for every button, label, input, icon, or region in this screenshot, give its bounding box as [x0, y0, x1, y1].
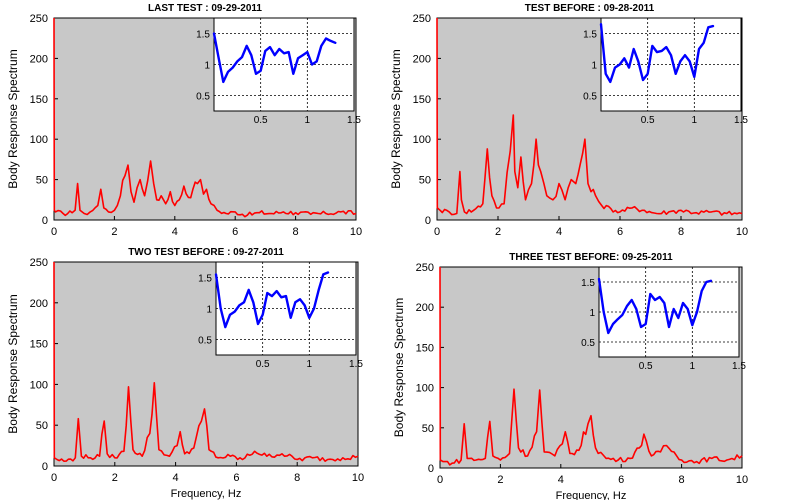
x-tick-label: 8	[294, 472, 300, 484]
inset-line	[212, 32, 337, 84]
y-tick-label: 0	[425, 215, 431, 227]
inset-line	[599, 23, 715, 84]
chart-panel-3: TWO TEST BEFORE : 09-27-2011 Body Respons…	[6, 247, 364, 500]
x-tick-label: 10	[736, 226, 748, 238]
x-tick-label: 0	[51, 226, 57, 238]
y-tick-label: 0	[428, 463, 434, 475]
x-tick-label: 4	[173, 472, 179, 484]
inset-x-tick-label: 0.5	[256, 359, 270, 370]
inset-chart: 0.5 1 1.5 0.5 1 1.5	[581, 266, 746, 372]
spectrum-line	[53, 261, 359, 462]
y-tick-label: 0	[42, 461, 48, 473]
chart-panel-1: LAST TEST : 09-29-2011 Body Response Spec…	[6, 3, 362, 238]
x-tick-label: 0	[51, 472, 57, 484]
x-tick-label: 2	[111, 226, 117, 238]
y-tick-label: 50	[422, 423, 434, 435]
x-axis-label: Frequency, Hz	[171, 488, 242, 500]
chart-title: TWO TEST BEFORE : 09-27-2011	[128, 247, 284, 258]
x-tick-label: 0	[437, 474, 443, 486]
inset-y-tick-label: 1	[206, 305, 212, 316]
y-tick-label: 100	[416, 383, 434, 395]
inset-x-tick-label: 1.5	[347, 115, 361, 126]
x-tick-label: 2	[112, 472, 118, 484]
y-tick-label: 250	[416, 262, 434, 274]
y-tick-label: 200	[413, 53, 431, 65]
y-axis-label: Body Response Spectrum	[389, 49, 403, 188]
y-tick-label: 50	[36, 175, 48, 187]
inset-chart: 0.5 1 1.5 0.5 1 1.5	[583, 17, 748, 126]
x-tick-label: 8	[293, 226, 299, 238]
x-tick-label: 4	[558, 474, 564, 486]
y-tick-label: 100	[30, 379, 48, 391]
inset-y-tick-label: 0.5	[583, 92, 597, 103]
y-axis-label: Body Response Spectrum	[6, 294, 20, 433]
y-tick-label: 200	[30, 298, 48, 310]
spectrum-line	[53, 17, 357, 218]
chart-panel-4: THREE TEST BEFORE: 09-25-2011 Body Respon…	[392, 252, 748, 500]
chart-title: THREE TEST BEFORE: 09-25-2011	[509, 252, 673, 263]
inset-y-tick-label: 1.5	[581, 278, 595, 289]
inset-y-tick-label: 0.5	[581, 338, 595, 349]
y-tick-label: 50	[36, 420, 48, 432]
inset-y-tick-label: 1.5	[196, 30, 210, 41]
x-tick-label: 6	[233, 472, 239, 484]
x-axis-label: Frequency, Hz	[556, 490, 627, 500]
chart-title: TEST BEFORE : 09-28-2011	[525, 3, 655, 14]
inset-x-tick-label: 1.5	[732, 361, 746, 372]
inset-y-tick-label: 1.5	[583, 30, 597, 41]
inset-line	[214, 271, 330, 329]
y-tick-label: 150	[416, 342, 434, 354]
y-tick-label: 0	[42, 215, 48, 227]
inset-x-tick-label: 0.5	[254, 115, 268, 126]
x-tick-label: 10	[350, 226, 362, 238]
x-tick-label: 4	[172, 226, 178, 238]
inset-y-tick-label: 1	[589, 308, 595, 319]
inset-y-tick-label: 0.5	[198, 336, 212, 347]
inset-x-tick-label: 1	[692, 115, 698, 126]
y-tick-label: 100	[30, 134, 48, 146]
inset-y-tick-label: 1	[204, 61, 210, 72]
y-tick-label: 250	[413, 13, 431, 25]
spectrum-line	[439, 266, 743, 466]
x-tick-label: 8	[679, 474, 685, 486]
inset-y-tick-label: 1	[591, 61, 597, 72]
spectrum-line	[436, 17, 743, 216]
x-tick-label: 2	[495, 226, 501, 238]
y-tick-label: 200	[30, 53, 48, 65]
y-tick-label: 100	[413, 134, 431, 146]
inset-line	[597, 277, 713, 335]
inset-x-tick-label: 1	[307, 359, 313, 370]
x-tick-label: 6	[617, 226, 623, 238]
chart-panel-2: TEST BEFORE : 09-28-2011 Body Response Sp…	[389, 3, 748, 238]
inset-x-tick-label: 1	[690, 361, 696, 372]
y-tick-label: 250	[30, 257, 48, 269]
y-tick-label: 50	[419, 175, 431, 187]
y-tick-label: 150	[30, 339, 48, 351]
inset-y-tick-label: 0.5	[196, 92, 210, 103]
x-tick-label: 8	[678, 226, 684, 238]
y-tick-label: 150	[30, 94, 48, 106]
y-axis-label: Body Response Spectrum	[392, 298, 406, 437]
y-tick-label: 150	[413, 94, 431, 106]
x-tick-label: 4	[556, 226, 562, 238]
inset-x-tick-label: 0.5	[641, 115, 655, 126]
chart-title: LAST TEST : 09-29-2011	[148, 3, 262, 14]
x-tick-label: 6	[232, 226, 238, 238]
x-tick-label: 10	[352, 472, 364, 484]
inset-x-tick-label: 0.5	[639, 361, 653, 372]
y-axis-label: Body Response Spectrum	[6, 49, 20, 188]
x-tick-label: 0	[434, 226, 440, 238]
x-tick-label: 2	[497, 474, 503, 486]
inset-chart: 0.5 1 1.5 0.5 1 1.5	[196, 17, 361, 126]
inset-x-tick-label: 1	[305, 115, 311, 126]
inset-x-tick-label: 1.5	[734, 115, 748, 126]
y-tick-label: 250	[30, 13, 48, 25]
x-tick-label: 6	[618, 474, 624, 486]
inset-chart: 0.5 1 1.5 0.5 1 1.5	[198, 261, 363, 370]
y-tick-label: 200	[416, 302, 434, 314]
inset-x-tick-label: 1.5	[349, 359, 363, 370]
x-tick-label: 10	[736, 474, 748, 486]
inset-y-tick-label: 1.5	[198, 274, 212, 285]
